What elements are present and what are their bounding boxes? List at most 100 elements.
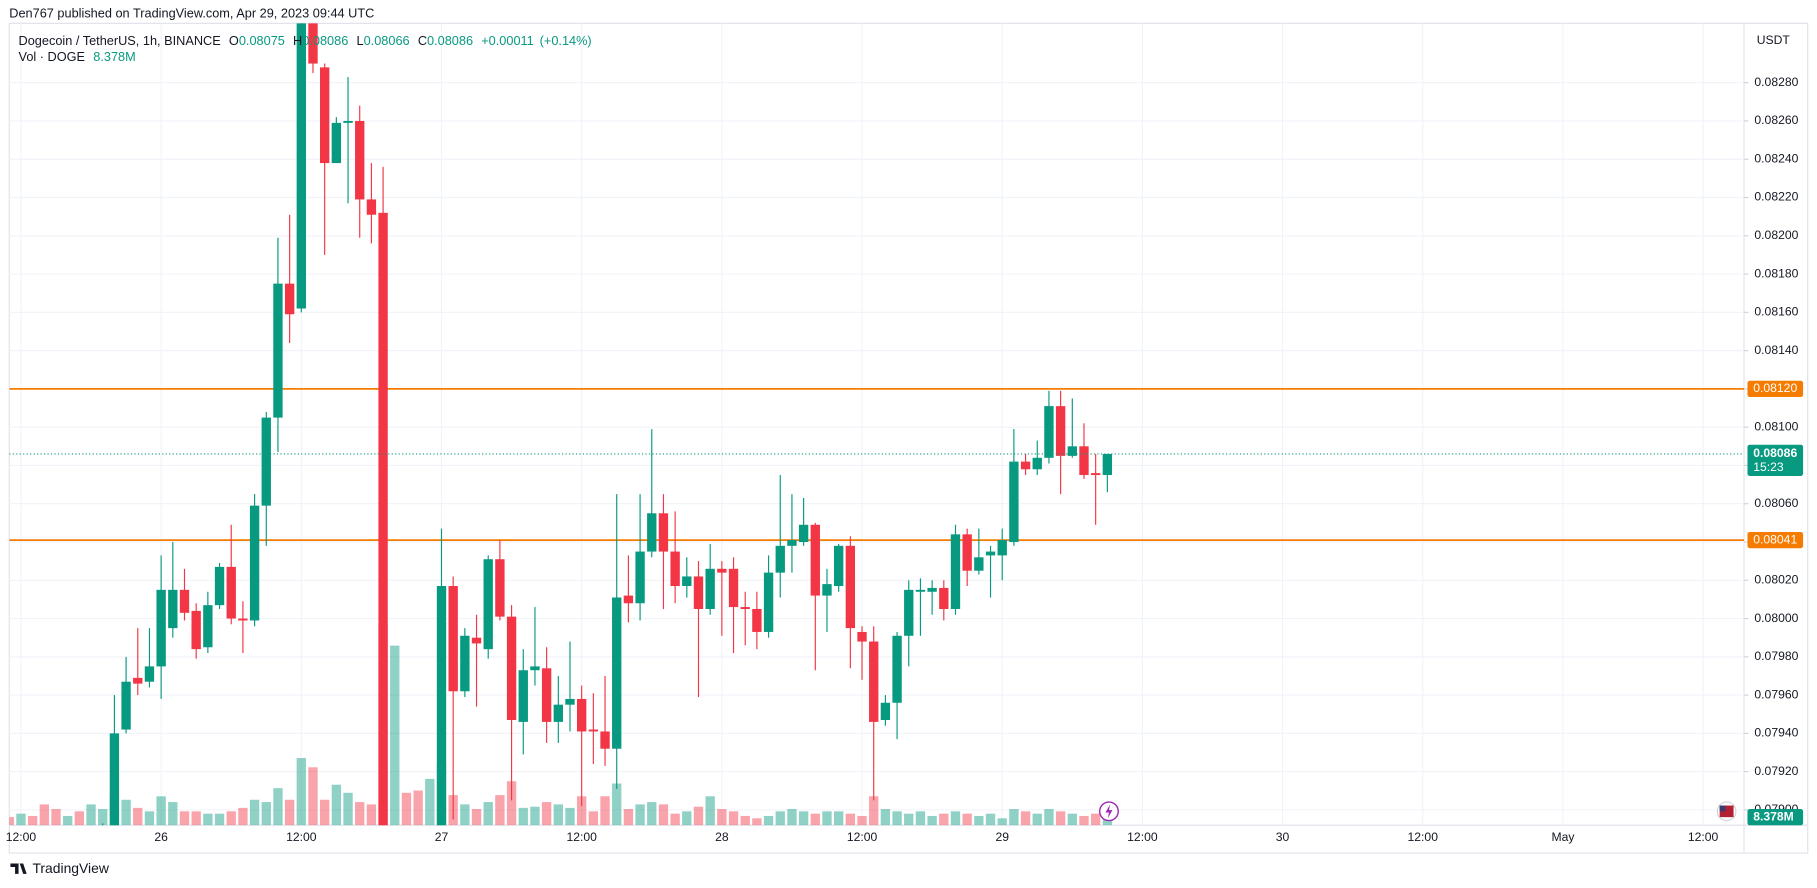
candle-body bbox=[892, 635, 902, 703]
candle-body bbox=[623, 595, 634, 604]
volume-bar bbox=[670, 813, 680, 826]
volume-bar bbox=[869, 796, 879, 826]
candle-body bbox=[763, 572, 774, 632]
volume-bar bbox=[74, 811, 85, 826]
volume-badge-label: 8.378M bbox=[1753, 809, 1794, 823]
volume-bar bbox=[495, 795, 505, 826]
x-tick-label: 12:00 bbox=[286, 830, 317, 844]
candle-body bbox=[109, 733, 120, 826]
volume-bar bbox=[612, 783, 622, 826]
last-price-label: 0.08086 bbox=[1753, 446, 1797, 460]
volume-bar bbox=[623, 809, 634, 826]
volume-bar bbox=[390, 645, 400, 826]
volume-bar bbox=[927, 815, 937, 826]
volume-badge bbox=[1747, 809, 1804, 826]
candle-body bbox=[705, 568, 715, 609]
candle-body bbox=[927, 587, 937, 592]
candle-body bbox=[647, 513, 657, 552]
x-tick-label: 12:00 bbox=[1688, 830, 1719, 844]
candle-body bbox=[495, 559, 505, 617]
legend-volume-title: Vol · DOGE bbox=[19, 49, 86, 64]
y-tick-label: 0.08100 bbox=[1754, 419, 1798, 433]
volume-bar bbox=[413, 790, 423, 826]
volume-bar bbox=[320, 799, 330, 826]
y-tick-label: 0.08020 bbox=[1754, 572, 1798, 586]
legend-open: 0.08075 bbox=[239, 33, 285, 48]
footer-logo: TradingView bbox=[10, 860, 110, 876]
flag-canton bbox=[1719, 805, 1726, 812]
last-price-badge bbox=[1747, 444, 1804, 476]
volume-bar bbox=[156, 796, 166, 826]
y-tick-label: 0.07960 bbox=[1754, 687, 1798, 701]
candle-body bbox=[576, 698, 587, 732]
x-tick-label: May bbox=[1551, 830, 1575, 844]
candle-body bbox=[728, 568, 739, 608]
volume-bar bbox=[1079, 815, 1089, 826]
candle-body bbox=[962, 534, 972, 571]
volume-bar bbox=[600, 796, 610, 826]
x-tick-label: 12:00 bbox=[1408, 830, 1439, 844]
volume-bar bbox=[401, 792, 412, 826]
legend-symbol: Dogecoin / TetherUS, 1h, BINANCE bbox=[19, 33, 221, 48]
candle-body bbox=[238, 618, 248, 621]
volume-bar bbox=[86, 804, 96, 826]
volume-bar bbox=[1020, 811, 1031, 826]
volume-bar bbox=[857, 815, 867, 826]
candle-body bbox=[693, 576, 704, 609]
candle-body bbox=[670, 551, 680, 587]
candle-body bbox=[1009, 461, 1019, 543]
volume-bar bbox=[576, 796, 587, 826]
volume-bar bbox=[273, 788, 283, 826]
candle-body bbox=[133, 677, 143, 684]
candle-body bbox=[331, 122, 342, 164]
volume-bar bbox=[471, 809, 482, 826]
x-tick-label: 12:00 bbox=[6, 830, 37, 844]
legend-volume-value: 8.378M bbox=[93, 49, 135, 64]
countdown-label: 15:23 bbox=[1753, 460, 1784, 474]
volume-bar bbox=[483, 802, 493, 826]
volume-bar bbox=[168, 802, 178, 826]
volume-bar bbox=[1055, 811, 1066, 826]
candle-body bbox=[880, 702, 891, 720]
flag-icon[interactable] bbox=[1716, 801, 1737, 822]
volume-bar bbox=[705, 796, 715, 826]
legend-high: 0.08086 bbox=[302, 33, 348, 48]
candle-body bbox=[1032, 457, 1042, 470]
x-tick-label: 12:00 bbox=[566, 830, 597, 844]
volume-bar bbox=[63, 815, 73, 826]
volume-bar bbox=[518, 807, 528, 826]
candle-body bbox=[249, 505, 260, 621]
volume-bar bbox=[635, 804, 645, 826]
volume-bar bbox=[892, 811, 902, 826]
candle-body bbox=[343, 120, 353, 123]
x-tick-label: 28 bbox=[715, 830, 729, 844]
volume-bar bbox=[506, 781, 517, 826]
volume-bar bbox=[214, 813, 225, 826]
candle-body bbox=[775, 545, 785, 573]
candle-body bbox=[588, 729, 599, 732]
lightning-icon[interactable] bbox=[1099, 801, 1119, 822]
hline-label: 0.08120 bbox=[1753, 381, 1797, 395]
volume-bar bbox=[962, 813, 972, 826]
candle-body bbox=[226, 566, 236, 619]
volume-bar bbox=[1067, 813, 1077, 826]
footer-brand: TradingView bbox=[32, 860, 109, 876]
chart-frame bbox=[8, 22, 1809, 854]
volume-bar bbox=[822, 811, 832, 826]
volume-bar bbox=[915, 811, 926, 826]
y-tick-label: 0.08060 bbox=[1754, 496, 1798, 510]
candle-body bbox=[612, 597, 622, 749]
candle-body bbox=[985, 551, 996, 556]
y-tick-label: 0.08200 bbox=[1754, 228, 1798, 242]
x-tick-label: 29 bbox=[995, 830, 1009, 844]
candle-body bbox=[308, 23, 318, 64]
volume-bar bbox=[284, 799, 295, 826]
candle-body bbox=[144, 666, 155, 682]
volume-bar bbox=[121, 799, 131, 826]
volume-bar bbox=[787, 809, 797, 826]
volume-bar bbox=[553, 804, 563, 826]
volume-bar bbox=[939, 813, 949, 826]
candle-body bbox=[355, 120, 365, 200]
volume-bar bbox=[51, 809, 61, 826]
